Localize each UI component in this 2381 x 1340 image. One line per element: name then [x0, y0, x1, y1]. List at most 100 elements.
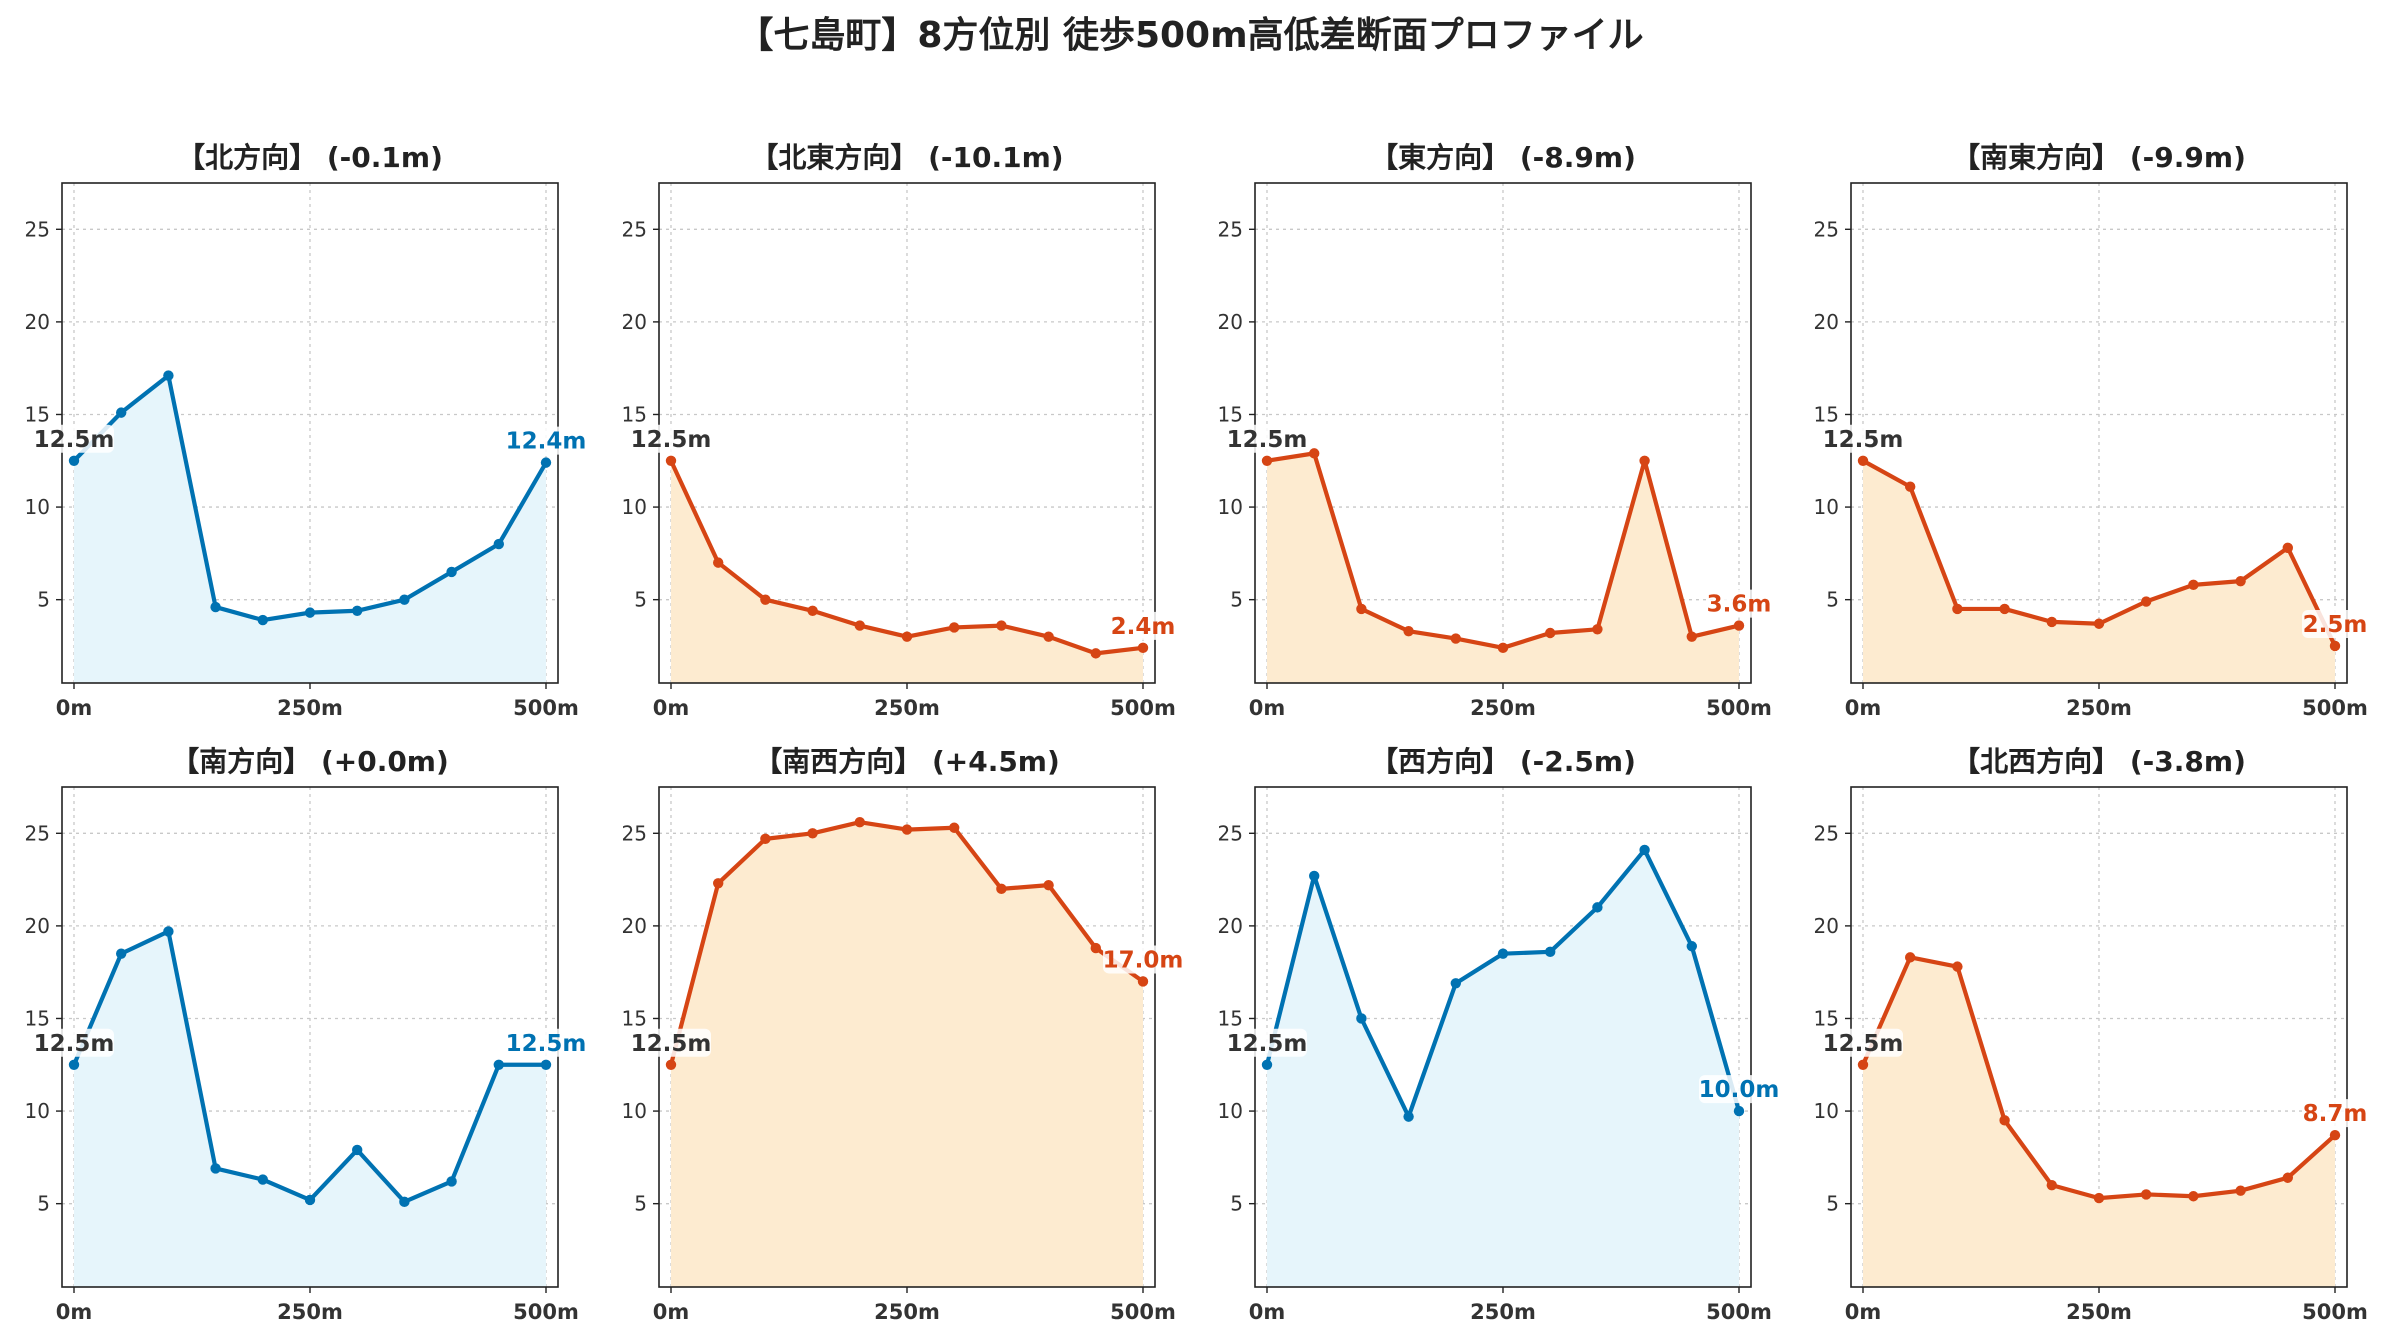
data-point [1952, 603, 1963, 615]
start-label: 12.5m [631, 427, 712, 453]
y-tick-label: 5 [1826, 1192, 1839, 1216]
data-point [2093, 618, 2105, 629]
data-point [1137, 642, 1149, 654]
data-point [1733, 620, 1745, 631]
data-point [713, 557, 724, 568]
y-tick-label: 25 [1218, 821, 1243, 845]
start-label-bg [34, 424, 114, 453]
data-point [665, 455, 677, 466]
data-point [2141, 1189, 2152, 1200]
start-label-bg [631, 424, 711, 453]
data-point [901, 631, 913, 642]
data-point [1639, 455, 1650, 466]
data-point [901, 824, 913, 835]
data-point [1545, 946, 1556, 958]
data-point [2093, 1192, 2105, 1204]
start-label: 12.5m [1823, 1031, 1904, 1057]
start-label-bg [1227, 1028, 1307, 1057]
data-point [996, 620, 1007, 631]
data-point [1592, 902, 1603, 913]
data-point [399, 594, 410, 605]
panel-title: 【西方向】 (-2.5m) [1370, 745, 1636, 778]
data-point [352, 1144, 363, 1156]
y-tick-label: 5 [634, 588, 647, 612]
data-point [1261, 1059, 1273, 1070]
end-label-bg [506, 426, 586, 455]
y-tick-label: 10 [25, 495, 50, 519]
start-label-bg [1823, 1028, 1903, 1057]
y-tick-label: 25 [1218, 217, 1243, 241]
x-tick-label: 250m [1470, 1300, 1536, 1324]
y-tick-label: 10 [622, 495, 647, 519]
end-label-bg [1706, 589, 1772, 618]
end-label: 3.6m [1707, 592, 1772, 618]
data-point [760, 833, 771, 845]
y-tick-label: 10 [25, 1099, 50, 1123]
start-label: 12.5m [34, 427, 115, 453]
y-tick-label: 5 [37, 1192, 50, 1216]
x-tick-label: 0m [1249, 1300, 1286, 1324]
y-tick-label: 15 [1814, 402, 1839, 426]
data-point [399, 1196, 410, 1208]
y-tick-label: 5 [1230, 588, 1243, 612]
data-point [1999, 1115, 2010, 1126]
data-point [1403, 1111, 1414, 1122]
end-label: 17.0m [1103, 947, 1184, 973]
data-point [996, 883, 1007, 895]
data-point [2235, 575, 2246, 587]
area-fill [671, 822, 1143, 1287]
area-fill [1863, 460, 2335, 683]
start-label-bg [1823, 424, 1903, 453]
x-tick-label: 500m [1706, 1300, 1772, 1324]
panel-title: 【東方向】 (-8.9m) [1370, 141, 1636, 174]
data-point [854, 816, 865, 828]
data-point [1857, 455, 1869, 466]
data-point [493, 538, 504, 550]
data-point [949, 822, 960, 833]
end-label: 12.4m [506, 429, 587, 455]
data-point [807, 605, 818, 616]
y-tick-label: 25 [25, 217, 50, 241]
end-label-bg [2302, 609, 2368, 638]
y-tick-label: 25 [1814, 821, 1839, 845]
data-point [2188, 1191, 2199, 1202]
x-tick-label: 0m [1845, 696, 1882, 720]
x-tick-label: 250m [2066, 1300, 2132, 1324]
y-tick-label: 10 [622, 1099, 647, 1123]
data-point [2282, 542, 2293, 554]
data-point [949, 622, 960, 633]
y-tick-label: 25 [25, 821, 50, 845]
data-point [210, 1163, 221, 1174]
data-point [807, 828, 818, 839]
x-tick-label: 250m [1470, 696, 1536, 720]
y-tick-label: 10 [1814, 1099, 1839, 1123]
end-label: 8.7m [2303, 1101, 2368, 1127]
y-tick-label: 20 [622, 914, 647, 938]
data-point [446, 1176, 457, 1187]
panel-title: 【南東方向】 (-9.9m) [1952, 141, 2246, 174]
x-tick-label: 250m [2066, 696, 2132, 720]
data-point [2235, 1185, 2246, 1196]
y-tick-label: 10 [1218, 1099, 1243, 1123]
data-point [2282, 1172, 2293, 1183]
data-point [1403, 625, 1414, 637]
x-tick-label: 0m [653, 1300, 690, 1324]
data-point [1592, 624, 1603, 635]
panel-title: 【北西方向】 (-3.8m) [1952, 745, 2246, 778]
end-label-bg [1110, 611, 1176, 640]
start-label-bg [34, 1028, 114, 1057]
y-tick-label: 20 [1218, 310, 1243, 334]
x-tick-label: 500m [1110, 696, 1176, 720]
area-fill [74, 375, 546, 683]
y-tick-label: 25 [622, 217, 647, 241]
end-label: 2.5m [2303, 612, 2368, 638]
x-tick-label: 500m [513, 1300, 579, 1324]
data-point [446, 566, 457, 578]
y-tick-label: 15 [1218, 1006, 1243, 1030]
data-point [2329, 1129, 2341, 1141]
data-point [2046, 1179, 2057, 1191]
